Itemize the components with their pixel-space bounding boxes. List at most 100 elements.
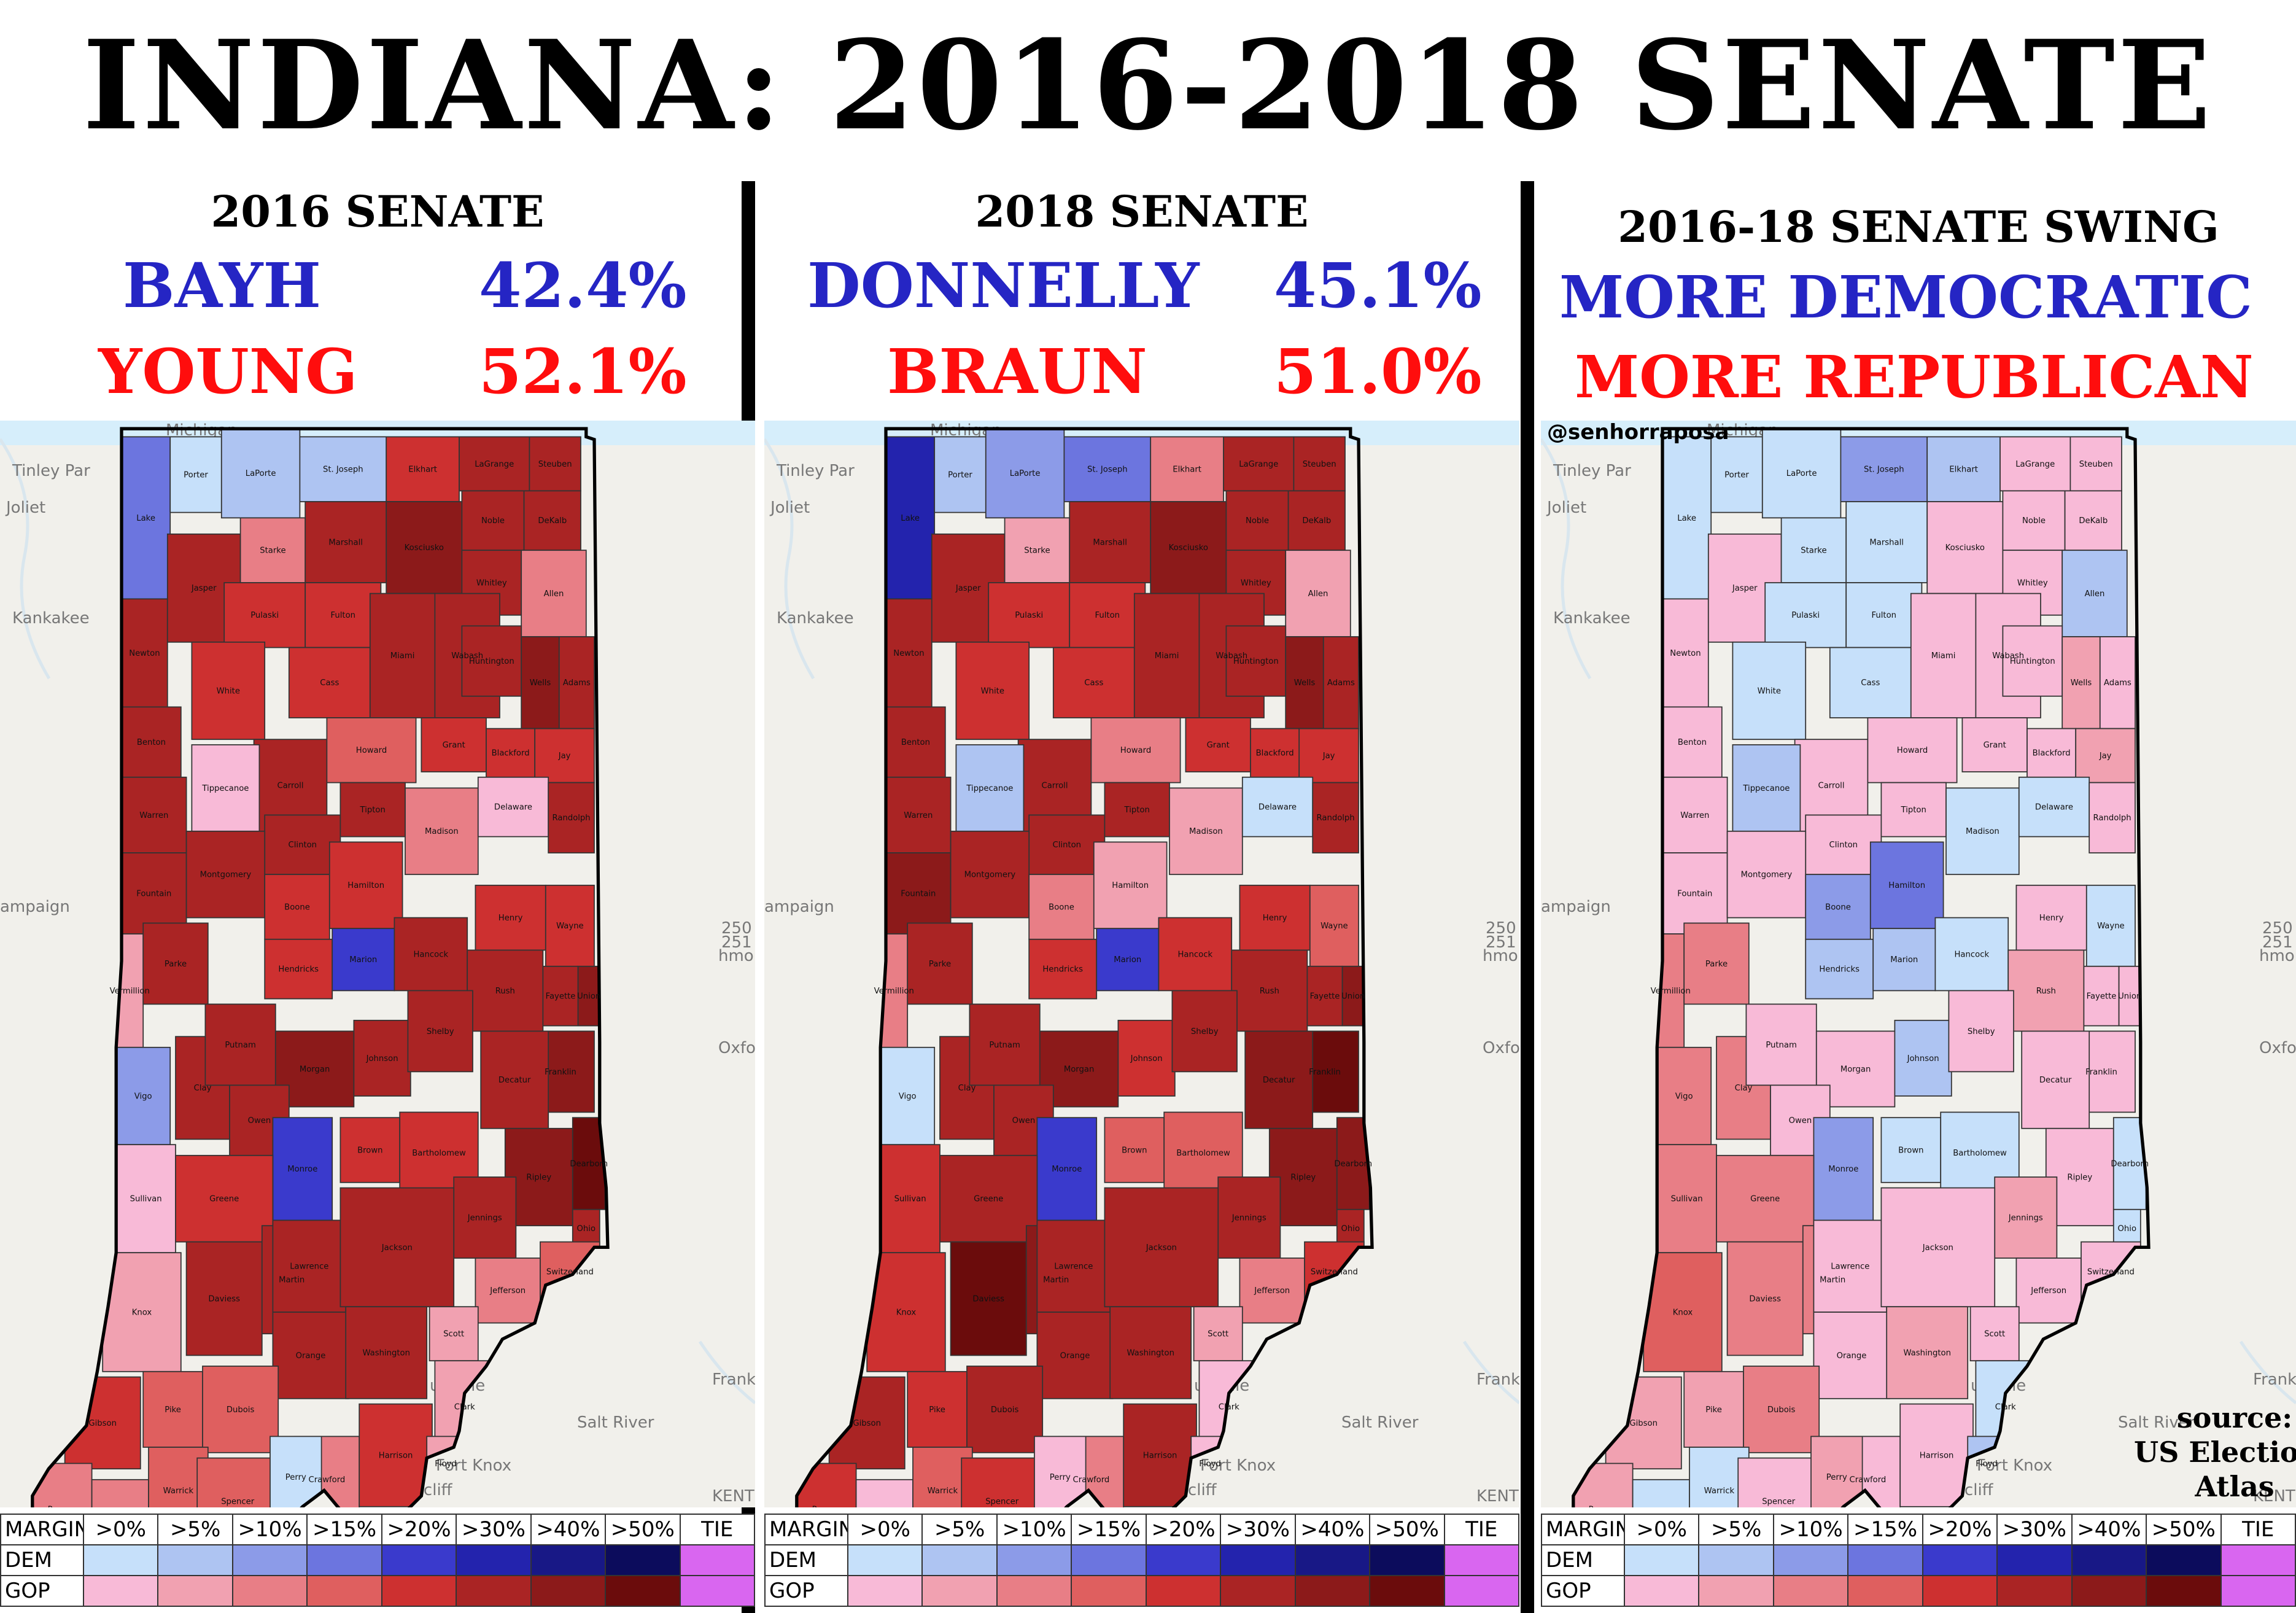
county-label: Floyd	[1976, 1459, 1998, 1469]
county-monroe	[272, 1117, 333, 1221]
dem-candidate-name: BAYH	[123, 249, 321, 322]
legend-swatch-tie	[1443, 1575, 1519, 1607]
county-label: Clay	[958, 1084, 976, 1093]
county-label: Greene	[1750, 1195, 1780, 1204]
county-greene	[175, 1154, 274, 1243]
legend-row-dem: DEM	[0, 1544, 755, 1576]
county-laporte	[985, 429, 1065, 519]
county-jefferson	[2015, 1257, 2082, 1324]
county-boone	[1805, 874, 1871, 940]
legend-swatch-dem	[1623, 1544, 1700, 1576]
county-label: Parke	[1705, 960, 1728, 969]
legend-row-gop: GOP	[0, 1575, 755, 1607]
county-vigo	[880, 1046, 936, 1146]
county-randolph	[1312, 782, 1359, 853]
county-label: Wells	[530, 678, 551, 688]
county-noble	[2002, 490, 2066, 551]
county-label: Pike	[929, 1405, 945, 1415]
county-label: Rush	[1260, 987, 1279, 996]
county-label: Clinton	[289, 841, 317, 850]
legend-swatch-tie	[679, 1544, 755, 1576]
county-label: Ripley	[2067, 1173, 2092, 1182]
county-allen	[1285, 550, 1351, 637]
county-lagrange	[1999, 436, 2071, 492]
legend-swatch-gop	[605, 1575, 681, 1607]
county-label: Newton	[129, 649, 160, 658]
legend-row-gop: GOP	[1541, 1575, 2296, 1607]
counties	[1573, 429, 2147, 1507]
legend-swatch-dem	[1145, 1544, 1222, 1576]
county-dekalb	[1287, 490, 1346, 551]
county-monroe	[1036, 1117, 1098, 1221]
county-label: Cass	[1861, 678, 1880, 688]
county-label: Orange	[1837, 1351, 1867, 1361]
county-marion	[332, 928, 395, 992]
county-harrison	[1899, 1403, 1974, 1507]
basemap-label-salt-river: Salt River	[2118, 1413, 2195, 1432]
dem-candidate-pct: 42.4%	[479, 249, 687, 322]
legend-swatch-dem	[231, 1544, 308, 1576]
legend-swatch-gop	[1996, 1575, 2073, 1607]
legend-row-dem: DEM	[1541, 1544, 2296, 1576]
county-map-2016: Michigan Tinley Par Joliet Kankakee ampaign h…	[0, 421, 755, 1507]
county-allen	[521, 550, 587, 637]
dem-candidate-name: DONNELLY	[807, 249, 1200, 322]
county-label: Fayette	[546, 992, 576, 1001]
county-label: Martin	[279, 1276, 304, 1285]
county-label: Kosciusko	[405, 543, 444, 553]
county-starke	[1004, 517, 1071, 583]
county-label: Monroe	[287, 1165, 317, 1174]
county-label: Allen	[1308, 589, 1328, 599]
county-elkhart	[386, 436, 460, 502]
county-label: White	[1758, 686, 1781, 696]
legend-swatch-gop	[456, 1575, 532, 1607]
county-label: Noble	[1246, 516, 1269, 526]
county-label: Porter	[948, 470, 972, 480]
county-clinton	[1028, 814, 1106, 876]
county-label: Decatur	[1263, 1076, 1295, 1085]
county-label: Newton	[893, 649, 924, 658]
gop-candidate-pct: 51.0%	[1274, 335, 1482, 408]
legend-swatch-dem	[82, 1544, 159, 1576]
county-label: Boone	[284, 903, 310, 912]
swing-legend-dem: MORE DEMOCRATIC	[1559, 263, 2252, 332]
county-label: Ohio	[2118, 1224, 2136, 1234]
county-pulaski	[223, 582, 306, 648]
county-wayne	[2085, 884, 2136, 967]
county-label: Floyd	[1199, 1459, 1221, 1469]
county-pike	[1683, 1370, 1744, 1448]
legend-swatch-dem	[1772, 1544, 1849, 1576]
county-label: Benton	[901, 738, 930, 747]
county-label: Newton	[1670, 649, 1701, 658]
county-knox	[1643, 1252, 1723, 1372]
county-jay	[2075, 728, 2136, 783]
legend-swatch-dem	[1071, 1544, 1147, 1576]
county-warren	[1662, 776, 1728, 853]
county-label: Hendricks	[1042, 965, 1083, 974]
county-label: Benton	[137, 738, 166, 747]
county-label: Jackson	[1146, 1243, 1177, 1253]
county-randolph	[2089, 782, 2136, 853]
legend-swatch-gop	[1071, 1575, 1147, 1607]
county-label: Harrison	[379, 1452, 413, 1461]
county-label: Decatur	[498, 1076, 531, 1085]
county-label: Jennings	[2008, 1213, 2043, 1222]
county-label: Randolph	[553, 814, 591, 823]
county-label: Madison	[425, 827, 459, 836]
legend-swatch-dem	[1369, 1544, 1445, 1576]
county-label: Carroll	[1818, 781, 1844, 790]
county-jennings	[1217, 1176, 1281, 1259]
county-label: Kosciusko	[1945, 543, 1985, 553]
county-label: Jay	[2099, 752, 2112, 761]
county-vanderburgh	[1632, 1479, 1690, 1507]
county-label: Clinton	[1053, 841, 1082, 850]
county-label: Franklin	[1309, 1068, 1341, 1077]
source-note-line: Atlas	[2194, 1470, 2274, 1503]
county-label: Lake	[1677, 514, 1696, 523]
county-label: Pulaski	[1015, 611, 1043, 620]
legend-range-label: >15%	[306, 1514, 382, 1545]
legend-range-label: >10%	[996, 1514, 1072, 1545]
county-label: Elkhart	[1173, 465, 1201, 475]
county-label: Montgomery	[1741, 871, 1793, 880]
